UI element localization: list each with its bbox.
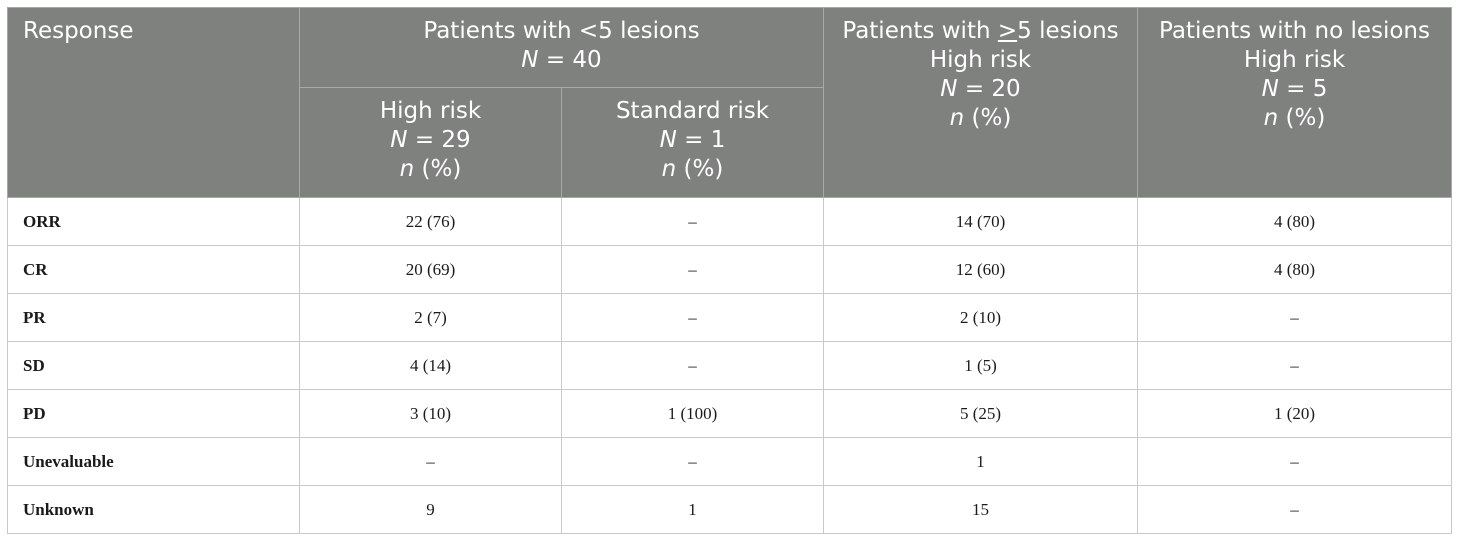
header-ge5-pct: n (%) — [949, 105, 1012, 131]
cell-ge5: 12 (60) — [823, 245, 1138, 294]
cell-lt5-high: 20 (69) — [299, 245, 562, 294]
table-row: SD 4 (14) – 1 (5) – — [7, 341, 1452, 390]
table-row: ORR 22 (76) – 14 (70) 4 (80) — [7, 197, 1452, 246]
header-none-subtitle: High risk — [1243, 47, 1346, 73]
table-row: PR 2 (7) – 2 (10) – — [7, 293, 1452, 342]
header-lt5-high: High risk N = 29 n (%) — [299, 87, 562, 198]
row-label: Unknown — [7, 485, 300, 534]
header-none-pct: n (%) — [1263, 105, 1326, 131]
row-label: SD — [7, 341, 300, 390]
cell-lt5-std: 1 (100) — [561, 389, 824, 438]
cell-lt5-high: 3 (10) — [299, 389, 562, 438]
header-ge5-n: N = 20 — [940, 76, 1021, 102]
cell-none: 4 (80) — [1137, 245, 1452, 294]
header-ge5-subtitle: High risk — [929, 47, 1032, 73]
table-row: Unknown 9 1 15 – — [7, 485, 1452, 534]
row-label: ORR — [7, 197, 300, 246]
cell-lt5-std: – — [561, 245, 824, 294]
row-label: Unevaluable — [7, 437, 300, 486]
cell-lt5-std: – — [561, 341, 824, 390]
header-ge5-title: Patients with >5 lesions — [842, 18, 1119, 44]
row-label: PD — [7, 389, 300, 438]
cell-none: 4 (80) — [1137, 197, 1452, 246]
row-label: CR — [7, 245, 300, 294]
cell-lt5-high: 4 (14) — [299, 341, 562, 390]
header-lt5-std-pct: n (%) — [661, 156, 724, 182]
cell-none: – — [1137, 293, 1452, 342]
cell-ge5: 5 (25) — [823, 389, 1138, 438]
cell-lt5-high: 9 — [299, 485, 562, 534]
header-lt5-high-n: N = 29 — [390, 127, 471, 153]
cell-lt5-std: – — [561, 437, 824, 486]
header-none-title: Patients with no lesions — [1159, 18, 1430, 44]
header-group-lt5-n: N = 40 — [521, 47, 602, 73]
header-response: Response — [7, 7, 300, 198]
header-none-n: N = 5 — [1261, 76, 1328, 102]
header-ge5: Patients with >5 lesions High risk N = 2… — [823, 7, 1138, 198]
header-lt5-high-pct: n (%) — [399, 156, 462, 182]
cell-lt5-high: 22 (76) — [299, 197, 562, 246]
cell-ge5: 15 — [823, 485, 1138, 534]
row-label: PR — [7, 293, 300, 342]
cell-ge5: 14 (70) — [823, 197, 1138, 246]
table-row: PD 3 (10) 1 (100) 5 (25) 1 (20) — [7, 389, 1452, 438]
table-header: Response Patients with <5 lesions N = 40… — [7, 7, 1452, 198]
cell-ge5: 2 (10) — [823, 293, 1138, 342]
header-group-lt5: Patients with <5 lesions N = 40 — [299, 7, 824, 88]
cell-ge5: 1 — [823, 437, 1138, 486]
header-lt5-high-title: High risk — [379, 98, 482, 124]
cell-lt5-std: – — [561, 197, 824, 246]
table-body: ORR 22 (76) – 14 (70) 4 (80) CR 20 (69) … — [7, 197, 1452, 534]
table-row: CR 20 (69) – 12 (60) 4 (80) — [7, 245, 1452, 294]
cell-lt5-std: – — [561, 293, 824, 342]
cell-lt5-std: 1 — [561, 485, 824, 534]
cell-none: – — [1137, 341, 1452, 390]
header-none: Patients with no lesions High risk N = 5… — [1137, 7, 1452, 198]
header-group-lt5-title: Patients with <5 lesions — [423, 18, 700, 44]
cell-none: – — [1137, 437, 1452, 486]
cell-ge5: 1 (5) — [823, 341, 1138, 390]
cell-none: – — [1137, 485, 1452, 534]
header-lt5-std-n: N = 1 — [659, 127, 726, 153]
response-table-container: Response Patients with <5 lesions N = 40… — [7, 7, 1452, 534]
header-lt5-std-title: Standard risk — [615, 98, 770, 124]
header-lt5-std: Standard risk N = 1 n (%) — [561, 87, 824, 198]
cell-lt5-high: 2 (7) — [299, 293, 562, 342]
cell-lt5-high: – — [299, 437, 562, 486]
table-row: Unevaluable – – 1 – — [7, 437, 1452, 486]
cell-none: 1 (20) — [1137, 389, 1452, 438]
response-table: Response Patients with <5 lesions N = 40… — [7, 7, 1452, 534]
